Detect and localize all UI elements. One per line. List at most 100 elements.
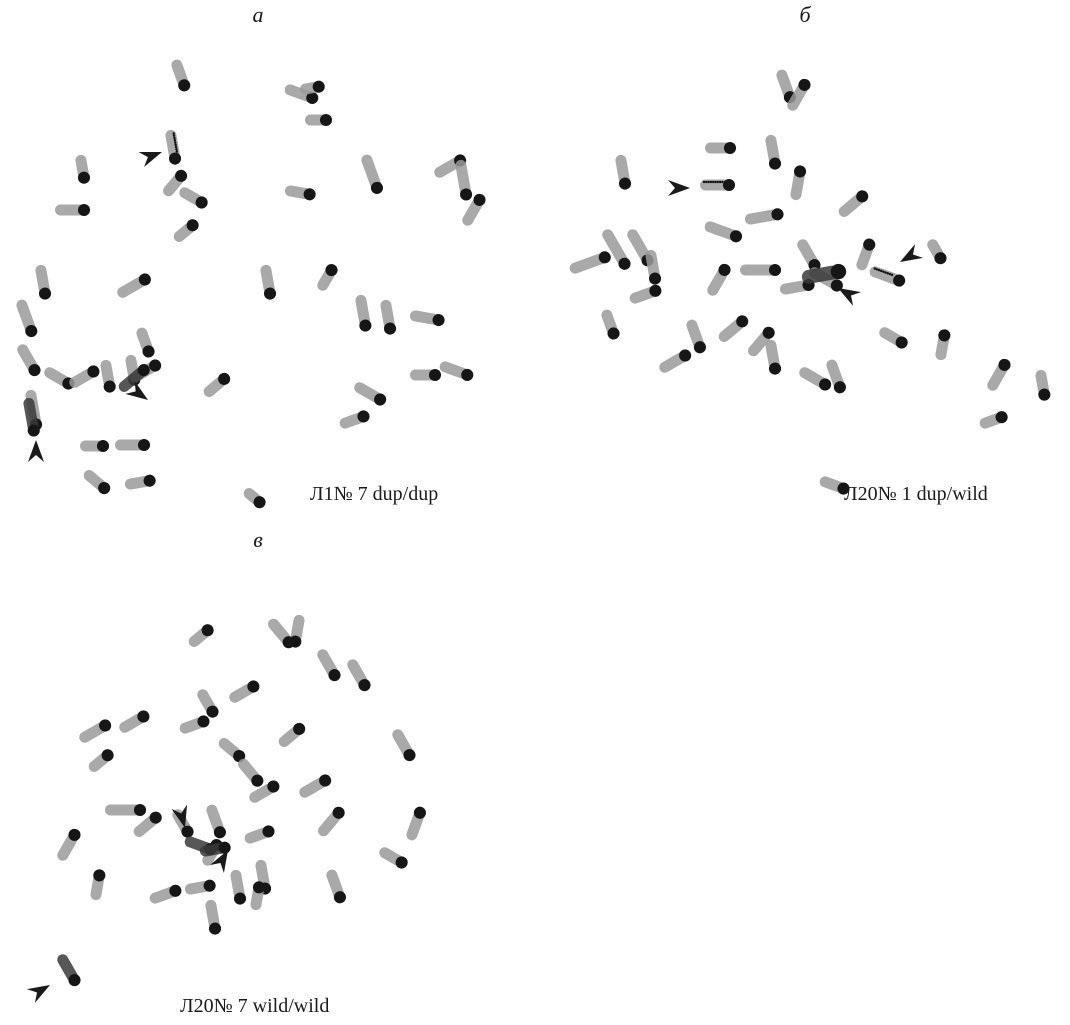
chromosome xyxy=(317,264,338,291)
arrowhead-marker xyxy=(668,180,690,196)
chromosome xyxy=(629,284,662,304)
arrowhead-marker xyxy=(138,152,162,168)
chromosome xyxy=(16,299,38,338)
chromosome xyxy=(55,203,91,217)
chromosome xyxy=(645,249,662,285)
chromosome xyxy=(57,954,81,987)
chromosome xyxy=(105,803,147,817)
chromosome xyxy=(601,309,620,340)
chromosome xyxy=(799,367,832,391)
chromosome xyxy=(740,263,782,277)
chromosome xyxy=(979,411,1008,429)
chromosome xyxy=(744,208,784,225)
chromosome xyxy=(615,154,632,190)
chromosome xyxy=(659,349,692,373)
chromosome xyxy=(355,294,372,332)
chromosome xyxy=(392,729,416,762)
chromosome xyxy=(133,811,162,837)
panel-c-letter: в xyxy=(253,527,263,552)
chromosome xyxy=(826,359,846,394)
chromosome xyxy=(124,474,156,490)
chromosome xyxy=(171,59,191,92)
chromosome xyxy=(260,264,277,300)
chromosome xyxy=(88,749,114,772)
chromosome xyxy=(765,339,782,375)
chromosome xyxy=(278,722,306,747)
chromosome xyxy=(361,154,384,194)
chromosome xyxy=(748,326,775,357)
chromosome xyxy=(347,659,371,692)
chromosome xyxy=(299,774,332,798)
chromosome xyxy=(83,470,111,495)
chromosome xyxy=(117,273,151,298)
chromosome xyxy=(935,329,951,361)
chromosome xyxy=(57,828,81,861)
chromosome xyxy=(686,319,706,354)
chromosome xyxy=(326,869,346,904)
panel-a-caption: Л1№ 7 dup/dup xyxy=(310,483,439,505)
panel-b-letter: б xyxy=(799,2,811,27)
arrowhead-marker xyxy=(26,985,50,1003)
chromosome xyxy=(704,221,743,243)
arrowhead-marker xyxy=(838,288,862,306)
chromosome xyxy=(707,263,731,296)
chromosome xyxy=(819,476,850,495)
chromosome xyxy=(284,84,319,104)
chromosome xyxy=(797,239,821,272)
chromosome xyxy=(856,238,876,271)
chromosome xyxy=(79,719,112,743)
marked-chromosome xyxy=(165,129,182,165)
chromosome xyxy=(163,169,188,197)
chromosome xyxy=(100,359,116,393)
chromosome xyxy=(318,806,345,837)
chromosome xyxy=(765,134,782,170)
chromosome xyxy=(179,187,208,209)
panel-a-letter: а xyxy=(252,2,264,27)
chromosome xyxy=(439,361,474,381)
metaphase-spread-a xyxy=(16,59,486,509)
chromosome xyxy=(206,804,226,839)
chromosome xyxy=(80,439,110,453)
chromosome xyxy=(569,251,611,274)
chromosome xyxy=(75,154,91,184)
arrowhead-marker xyxy=(28,440,44,462)
chromosome xyxy=(179,715,210,734)
chromosome xyxy=(203,372,231,397)
chromosome xyxy=(197,689,219,718)
chromosome xyxy=(244,825,275,844)
chromosome xyxy=(380,299,397,335)
chromosome xyxy=(602,229,631,270)
chromosome xyxy=(455,159,473,201)
chromosome xyxy=(801,263,847,284)
panel-c-caption: Л20№ 7 wild/wild xyxy=(180,995,330,1017)
chromosome xyxy=(284,185,316,201)
metaphase-spread-c xyxy=(26,614,426,1003)
chromosome xyxy=(184,879,216,895)
chromosome xyxy=(987,358,1011,391)
chromosome xyxy=(136,327,155,358)
panel-b-caption: Л20№ 1 dup/wild xyxy=(844,483,988,505)
chromosome xyxy=(23,397,40,437)
arrowhead-marker xyxy=(210,850,228,874)
chromosome xyxy=(305,113,333,127)
chromosome xyxy=(289,614,305,648)
chromosome xyxy=(115,438,151,452)
arrowhead-marker xyxy=(171,804,188,828)
chromosome xyxy=(229,680,260,703)
chromosome xyxy=(879,327,908,349)
chromosome xyxy=(149,884,182,904)
chromosome xyxy=(838,190,869,217)
marked-chromosome xyxy=(700,178,736,192)
chromosome xyxy=(787,78,811,111)
chromosome xyxy=(462,193,486,226)
chromosome xyxy=(790,165,807,201)
chromosome xyxy=(90,869,106,901)
chromosome xyxy=(406,806,426,841)
chromosome xyxy=(188,624,214,647)
chromosome xyxy=(718,315,749,342)
chromosome xyxy=(238,758,264,787)
chromosome xyxy=(249,780,280,803)
chromosome xyxy=(927,239,947,265)
arrowhead-marker xyxy=(125,380,148,400)
chromosome xyxy=(35,264,52,300)
